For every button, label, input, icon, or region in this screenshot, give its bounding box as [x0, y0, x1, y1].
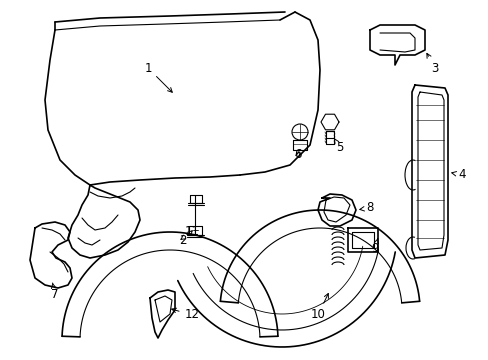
Text: 12: 12	[171, 308, 199, 321]
Text: 5: 5	[334, 139, 343, 154]
Text: 3: 3	[426, 53, 438, 75]
Text: 11: 11	[181, 225, 199, 239]
Text: 9: 9	[370, 239, 378, 255]
Text: 2: 2	[179, 231, 192, 247]
Text: 4: 4	[451, 168, 465, 181]
Text: 8: 8	[359, 202, 373, 215]
Text: 10: 10	[310, 293, 328, 321]
Text: 7: 7	[51, 283, 59, 301]
Text: 6: 6	[294, 148, 301, 162]
Text: 1: 1	[144, 62, 172, 92]
